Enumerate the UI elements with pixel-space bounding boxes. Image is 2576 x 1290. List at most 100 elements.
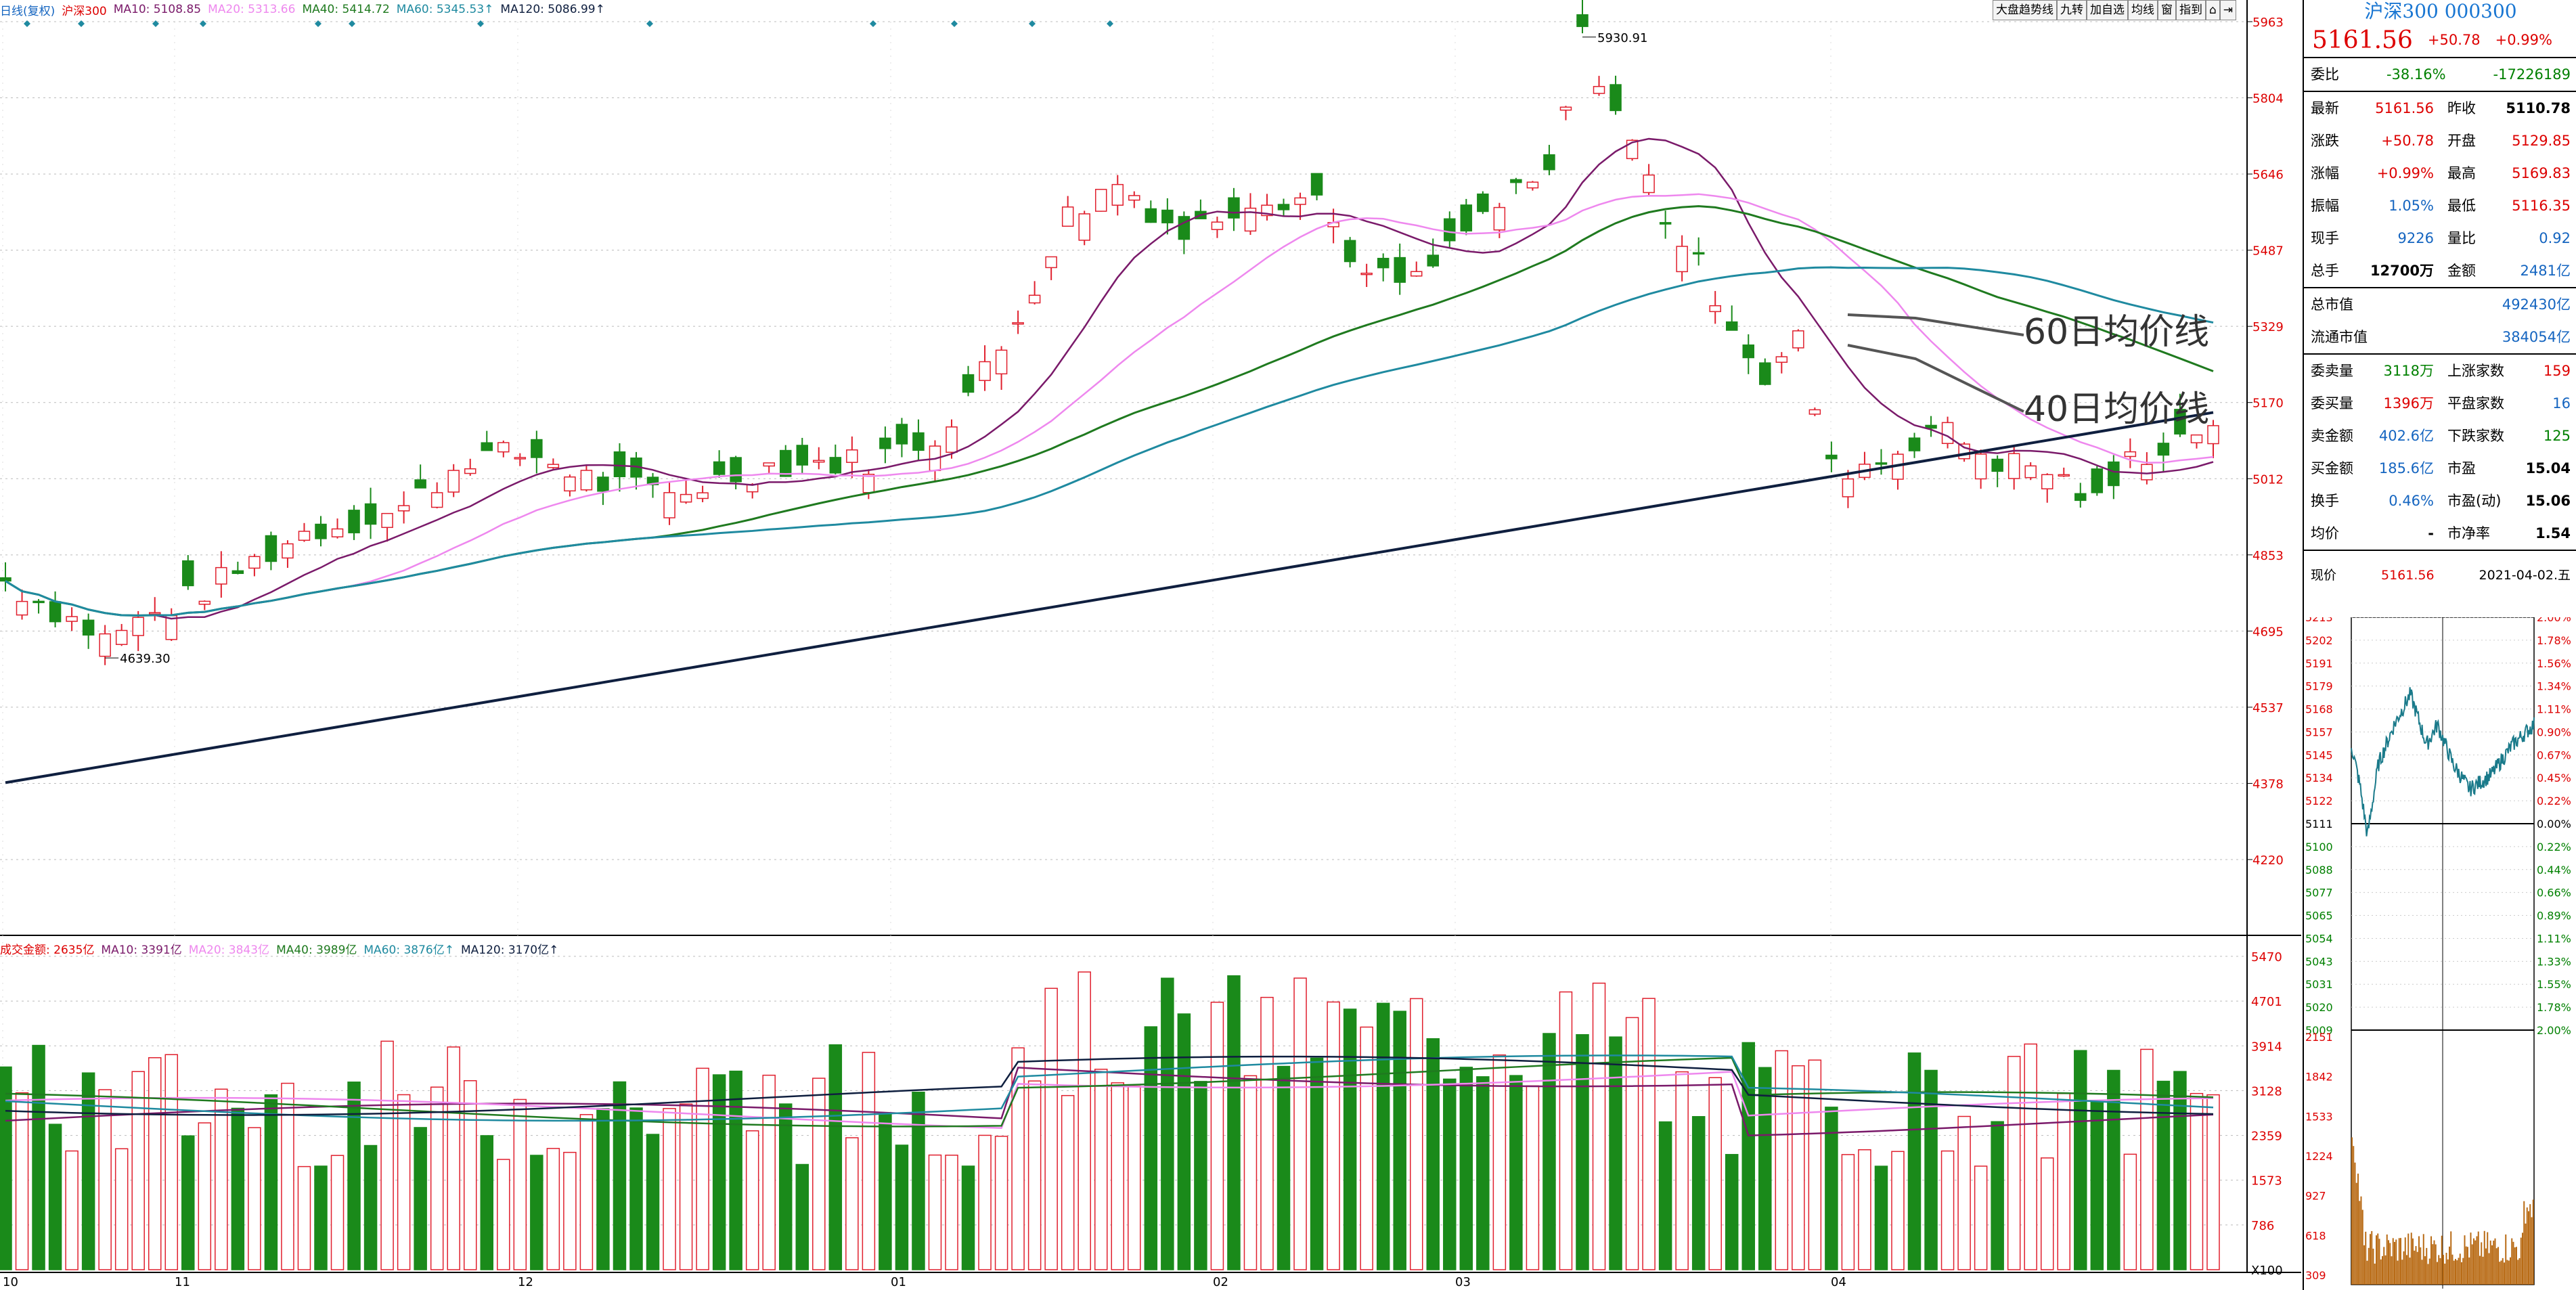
intraday-volume-bar [2397, 1260, 2399, 1285]
volume-bar [2190, 1092, 2204, 1270]
volume-ma-line [5, 1057, 2214, 1128]
volume-bar [363, 1144, 378, 1270]
intraday-volume-bar [2464, 1235, 2466, 1285]
trendline-button[interactable]: 大盘趋势线 [1993, 0, 2057, 20]
volume-bar [1293, 977, 1307, 1270]
intraday-volume-bar [2489, 1240, 2491, 1285]
candle-body [32, 600, 45, 604]
volume-bar [795, 1163, 809, 1270]
x-tick-label: 03 [1455, 1275, 1471, 1289]
intraday-pct-label: 0.89% [2537, 910, 2571, 922]
volume-bar [928, 1154, 942, 1270]
volume-bar [1559, 991, 1573, 1270]
intraday-price-label: 5100 [2305, 841, 2333, 853]
row-label: 市盈(动) [2447, 493, 2502, 509]
volume-bar [1194, 1081, 1207, 1270]
nine-turn-button[interactable]: 九转 [2057, 0, 2087, 20]
intraday-volume-bar [2380, 1259, 2382, 1285]
volume-bar [380, 1040, 394, 1270]
intraday-volume-bar [2462, 1258, 2464, 1285]
volume-bar [81, 1072, 95, 1270]
intraday-volume-bar [2506, 1260, 2508, 1285]
candle-body [1061, 206, 1074, 227]
row-value: +50.78 [2381, 133, 2434, 149]
intraday-volume-bar [2505, 1234, 2507, 1285]
candle-body [1244, 207, 1257, 232]
intraday-price-label: 5043 [2305, 955, 2333, 968]
candle-body [82, 619, 95, 636]
intraday-chart[interactable]: 5213 2.00% 5202 1.78% 5191 1.56% 5179 1.34% 5168… [2304, 617, 2575, 1289]
candle-body [282, 543, 294, 559]
volume-bar [862, 1052, 876, 1270]
candle-body [348, 510, 360, 533]
volume-bar [596, 1108, 610, 1270]
row-label: 平盘家数 [2447, 395, 2504, 412]
add-watchlist-button[interactable]: 加自选 [2087, 0, 2128, 20]
candle-body [829, 457, 842, 474]
collapse-icon[interactable]: ⇥ [2219, 0, 2237, 20]
row-value: 16 [2552, 395, 2571, 412]
candle-body [995, 349, 1008, 375]
amount-label: 成交金额: 2635亿 [0, 943, 95, 957]
intraday-volume-bar [2389, 1243, 2391, 1285]
intraday-volume-bar [2485, 1248, 2487, 1285]
row-label: 上涨家数 [2447, 363, 2504, 379]
row-value: 5129.85 [2512, 133, 2571, 149]
indicator-button[interactable]: 指到 [2176, 0, 2206, 20]
volume-bar [397, 1094, 411, 1270]
price-change-pct: +0.99% [2495, 32, 2552, 48]
intraday-volume-label: 309 [2305, 1269, 2326, 1282]
price-change: +50.78 [2427, 32, 2481, 48]
intraday-volume-bar [2416, 1251, 2418, 1285]
volume-bar [347, 1082, 361, 1270]
candle-body [1343, 240, 1356, 263]
intraday-volume-bar [2471, 1244, 2473, 1285]
intraday-volume-bar [2510, 1257, 2511, 1285]
volume-bar [745, 1130, 759, 1270]
volume-bar [1708, 1077, 1722, 1270]
vol-ma10-label: MA10: 3391亿 [101, 943, 182, 957]
vol-ma120-label: MA120: 3170亿↑ [460, 943, 559, 957]
line60-annotation: 60日均价线 [2024, 312, 2210, 353]
breadth-row: 均价 - 市净率 1.54 [2304, 517, 2576, 550]
candle-body [564, 476, 576, 492]
volume-bar [330, 1155, 345, 1270]
intraday-volume-bar [2465, 1246, 2467, 1285]
window-button[interactable]: 窗 [2158, 0, 2176, 20]
price-tick-label: 5963 [2252, 16, 2284, 30]
volume-bar [1792, 1065, 1805, 1270]
lock-icon[interactable]: ⌂ [2206, 0, 2220, 20]
intraday-volume-label: 2151 [2305, 1031, 2333, 1044]
volume-bar [1310, 1057, 1324, 1270]
candle-body [364, 503, 377, 525]
intraday-pct-label: 2.00% [2537, 1024, 2571, 1037]
intraday-volume-bar [2428, 1258, 2430, 1285]
intraday-volume-bar [2520, 1237, 2522, 1285]
candle-body [2091, 468, 2104, 493]
candle-body [331, 528, 344, 537]
intraday-price-label: 5031 [2305, 978, 2333, 991]
weibi-row: 委比 -38.16% -17226189 [2304, 58, 2576, 92]
ma-button[interactable]: 均线 [2128, 0, 2158, 20]
volume-tick-label: 4701 [2251, 995, 2282, 1009]
volume-bar [828, 1044, 843, 1270]
volume-bar [1642, 998, 1656, 1270]
candle-body [696, 492, 709, 499]
intraday-volume-bar [2368, 1247, 2370, 1285]
candle-body [547, 464, 560, 468]
volume-bar [414, 1127, 427, 1270]
x-tick-label: 02 [1213, 1275, 1228, 1289]
volume-bar [2040, 1157, 2054, 1270]
volume-bar [1825, 1107, 1838, 1270]
candle-body [713, 461, 726, 475]
market-cap-row: 总市值 492430亿 [2304, 288, 2576, 321]
kline-chart[interactable]: 5963 5804 5646 5487 5329 5170 5012 4853 4695 4537… [0, 0, 2301, 1290]
volume-bar [1343, 1008, 1357, 1270]
candle-body [1593, 86, 1605, 94]
row-label: 买金额 [2311, 460, 2353, 476]
intraday-price-label: 5134 [2305, 772, 2333, 784]
intraday-volume-bar [2468, 1257, 2470, 1285]
intraday-pct-label: 0.22% [2537, 795, 2571, 807]
row-value: 1.54 [2535, 525, 2571, 541]
candle-body [1161, 209, 1174, 223]
